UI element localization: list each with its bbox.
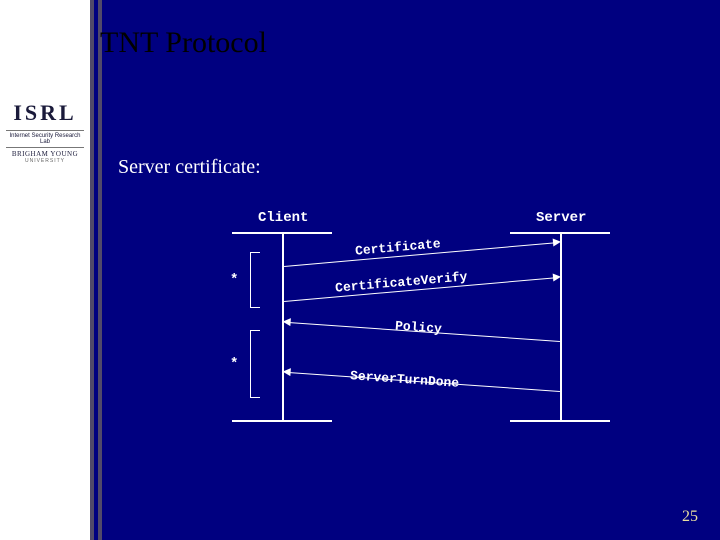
logo-lab-name: Internet Security Research Lab	[6, 130, 84, 148]
bracket-2	[250, 330, 260, 398]
accent-bar-2	[98, 0, 102, 540]
bracket-2-star: *	[230, 356, 238, 372]
org-logo: ISRL Internet Security Research Lab BRIG…	[6, 100, 84, 164]
client-lifeline	[282, 234, 284, 420]
party-client-label: Client	[258, 210, 308, 226]
slide-title: TNT Protocol	[100, 26, 267, 60]
server-lifeline	[560, 234, 562, 420]
accent-bar-1	[90, 0, 94, 540]
logo-acronym: ISRL	[6, 100, 84, 126]
left-band	[0, 0, 90, 540]
logo-univ: BRIGHAM YOUNG	[6, 150, 84, 158]
client-bottom-bar	[232, 420, 332, 422]
bracket-1-star: *	[230, 272, 238, 288]
bracket-1	[250, 252, 260, 308]
server-bottom-bar	[510, 420, 610, 422]
msg-label-turndone: ServerTurnDone	[350, 368, 460, 391]
party-server-label: Server	[536, 210, 586, 226]
page-number: 25	[682, 508, 698, 526]
msg-label-certverify: CertificateVerify	[335, 269, 468, 296]
sequence-diagram: Client Server Certificate CertificateVer…	[200, 210, 600, 440]
logo-univ-sub: UNIVERSITY	[6, 158, 84, 164]
slide-subtitle: Server certificate:	[118, 156, 261, 179]
msg-label-policy: Policy	[395, 318, 443, 336]
